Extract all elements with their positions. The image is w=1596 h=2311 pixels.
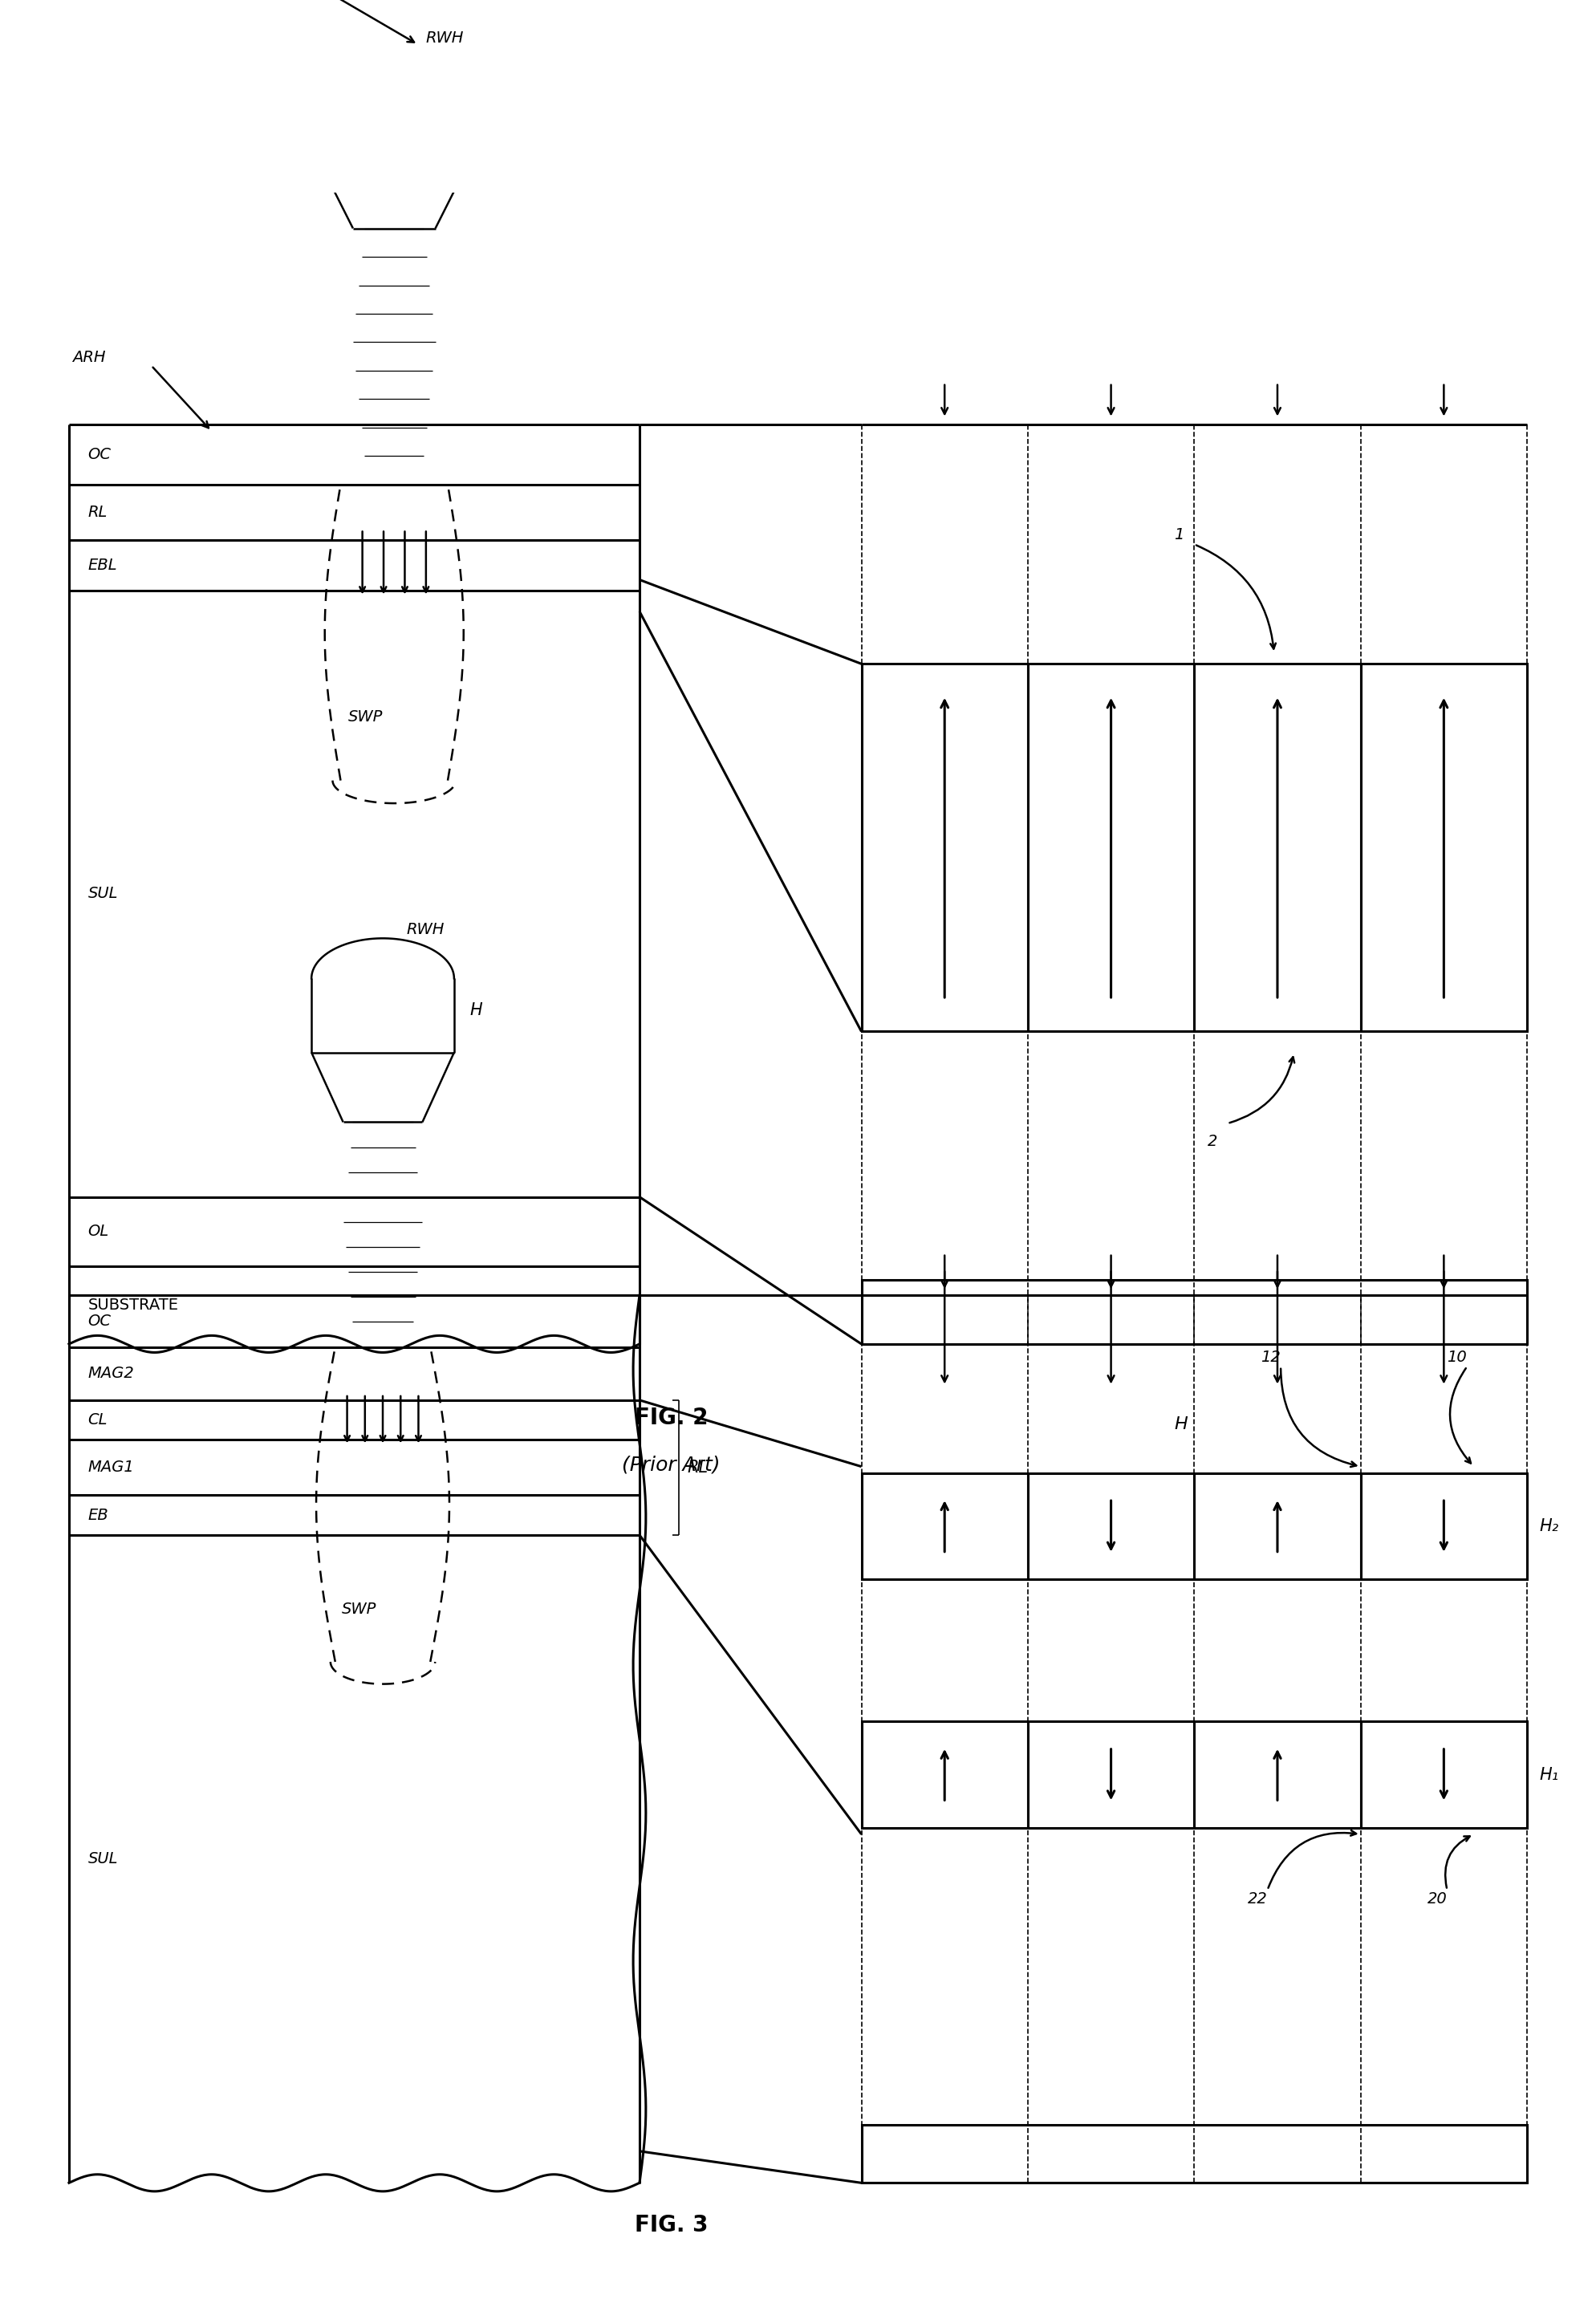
Text: RWH: RWH <box>407 922 445 938</box>
Text: 20: 20 <box>1427 1890 1448 1907</box>
Text: FIG. 3: FIG. 3 <box>635 2214 709 2237</box>
Bar <box>862 1722 1028 1828</box>
Text: MAG2: MAG2 <box>88 1366 134 1382</box>
Text: 1: 1 <box>1175 527 1184 543</box>
Text: OC: OC <box>88 446 112 462</box>
Text: EBL: EBL <box>88 557 118 573</box>
Bar <box>1194 1472 1361 1578</box>
Text: SWP: SWP <box>348 709 383 726</box>
Bar <box>862 1472 1028 1578</box>
Text: EB: EB <box>88 1507 109 1523</box>
Bar <box>1028 663 1194 1031</box>
Text: SUBSTRATE: SUBSTRATE <box>88 1296 179 1313</box>
Text: RWH: RWH <box>426 30 464 46</box>
Text: OC: OC <box>88 1313 112 1329</box>
Bar <box>1028 1472 1194 1578</box>
Bar <box>1361 663 1527 1031</box>
Text: SUL: SUL <box>88 1851 118 1867</box>
Bar <box>1361 1472 1527 1578</box>
Text: H: H <box>469 1003 482 1019</box>
Text: H₁: H₁ <box>1540 1766 1559 1782</box>
Text: FIG. 2: FIG. 2 <box>635 1407 709 1428</box>
Text: (Prior Art): (Prior Art) <box>622 1456 720 1474</box>
Text: 10: 10 <box>1448 1350 1467 1366</box>
Text: ARH: ARH <box>72 349 105 365</box>
Bar <box>862 2126 1527 2184</box>
Bar <box>862 663 1028 1031</box>
Text: SUL: SUL <box>88 885 118 901</box>
Text: RL: RL <box>88 504 107 520</box>
Bar <box>1361 1722 1527 1828</box>
Text: 12: 12 <box>1261 1350 1280 1366</box>
Bar <box>1194 663 1361 1031</box>
Text: MAG1: MAG1 <box>88 1461 134 1474</box>
Text: SWP: SWP <box>342 1602 377 1618</box>
Text: 2: 2 <box>1208 1135 1218 1149</box>
Text: 22: 22 <box>1248 1890 1267 1907</box>
Text: H₂: H₂ <box>1540 1518 1559 1535</box>
Text: RL: RL <box>686 1461 709 1477</box>
Text: CL: CL <box>88 1412 107 1428</box>
Bar <box>1028 1722 1194 1828</box>
Text: OL: OL <box>88 1225 109 1239</box>
Bar <box>1194 1722 1361 1828</box>
Text: H: H <box>1175 1417 1187 1433</box>
Bar <box>862 1280 1527 1345</box>
